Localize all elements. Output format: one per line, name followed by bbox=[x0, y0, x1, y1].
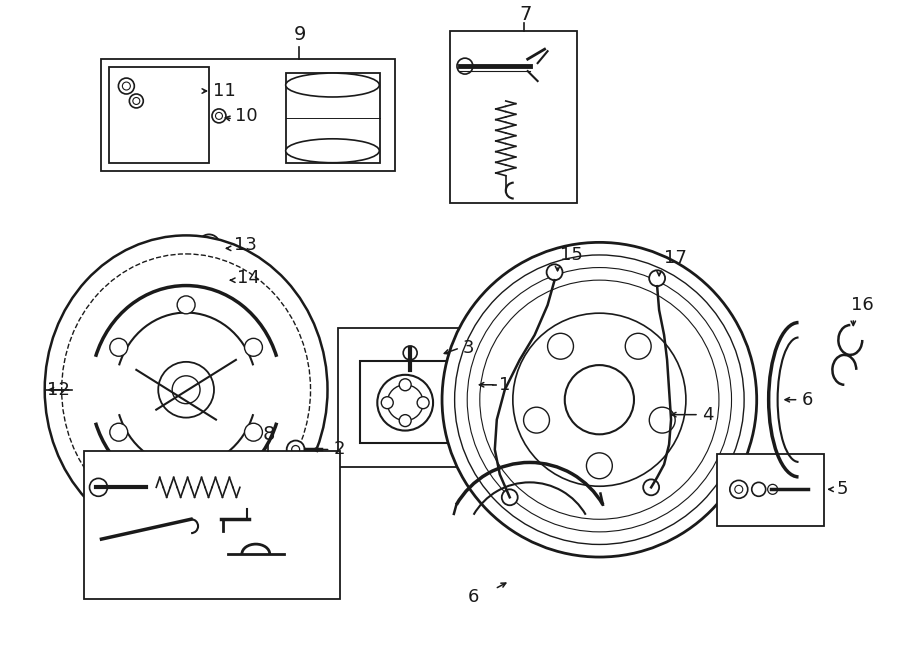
Text: 5: 5 bbox=[836, 481, 848, 498]
Circle shape bbox=[502, 489, 518, 505]
Text: 6: 6 bbox=[468, 588, 480, 606]
Text: 11: 11 bbox=[213, 82, 236, 100]
Circle shape bbox=[292, 446, 300, 453]
Text: 1: 1 bbox=[499, 375, 510, 394]
Circle shape bbox=[133, 97, 140, 104]
Circle shape bbox=[565, 365, 634, 434]
Text: 3: 3 bbox=[463, 339, 474, 357]
Circle shape bbox=[513, 313, 686, 486]
Circle shape bbox=[110, 338, 128, 356]
Ellipse shape bbox=[45, 235, 328, 544]
Circle shape bbox=[377, 375, 433, 430]
Text: 7: 7 bbox=[519, 5, 532, 24]
Circle shape bbox=[649, 407, 675, 433]
Circle shape bbox=[400, 379, 411, 391]
Text: 2: 2 bbox=[334, 440, 345, 459]
Bar bbox=[717, 455, 824, 526]
Circle shape bbox=[454, 255, 744, 545]
Circle shape bbox=[382, 397, 393, 408]
Circle shape bbox=[203, 265, 229, 291]
Circle shape bbox=[649, 270, 665, 286]
Circle shape bbox=[442, 243, 757, 557]
Text: 17: 17 bbox=[664, 249, 687, 267]
Circle shape bbox=[547, 333, 573, 359]
Text: 12: 12 bbox=[47, 381, 69, 399]
Text: 16: 16 bbox=[851, 296, 874, 314]
Text: 6: 6 bbox=[802, 391, 813, 408]
Circle shape bbox=[212, 109, 226, 123]
Circle shape bbox=[158, 362, 214, 418]
Circle shape bbox=[245, 423, 263, 441]
Text: 4: 4 bbox=[702, 406, 714, 424]
Circle shape bbox=[198, 235, 220, 256]
Circle shape bbox=[204, 241, 214, 251]
Bar bbox=[285, 73, 381, 163]
Circle shape bbox=[626, 333, 652, 359]
Circle shape bbox=[110, 423, 128, 441]
Text: 9: 9 bbox=[293, 24, 306, 44]
Circle shape bbox=[122, 82, 130, 90]
Circle shape bbox=[417, 397, 429, 408]
Text: 8: 8 bbox=[263, 425, 275, 444]
Circle shape bbox=[387, 385, 423, 420]
Circle shape bbox=[119, 78, 134, 94]
Bar bbox=[110, 67, 209, 163]
Circle shape bbox=[89, 479, 107, 496]
Circle shape bbox=[403, 346, 417, 360]
Circle shape bbox=[644, 479, 659, 495]
Circle shape bbox=[546, 264, 562, 280]
Circle shape bbox=[734, 485, 742, 493]
Circle shape bbox=[287, 440, 304, 459]
Circle shape bbox=[467, 268, 732, 532]
Circle shape bbox=[400, 414, 411, 426]
Circle shape bbox=[457, 58, 472, 74]
Circle shape bbox=[752, 483, 766, 496]
Circle shape bbox=[130, 94, 143, 108]
Ellipse shape bbox=[62, 254, 310, 525]
Circle shape bbox=[524, 407, 550, 433]
Circle shape bbox=[768, 485, 778, 494]
Circle shape bbox=[177, 466, 195, 484]
Ellipse shape bbox=[285, 139, 379, 163]
Text: 14: 14 bbox=[237, 269, 260, 288]
Circle shape bbox=[210, 272, 222, 284]
Bar bbox=[450, 31, 578, 202]
Circle shape bbox=[177, 296, 195, 314]
Circle shape bbox=[245, 338, 263, 356]
Circle shape bbox=[730, 481, 748, 498]
Bar bbox=[102, 59, 395, 171]
Bar bbox=[338, 328, 493, 467]
Circle shape bbox=[587, 453, 612, 479]
Ellipse shape bbox=[285, 73, 379, 97]
Circle shape bbox=[172, 376, 200, 404]
Bar bbox=[84, 451, 340, 599]
Text: 10: 10 bbox=[235, 107, 257, 125]
Circle shape bbox=[480, 280, 719, 520]
Text: 13: 13 bbox=[234, 237, 256, 254]
Bar bbox=[360, 361, 450, 442]
Text: 15: 15 bbox=[560, 247, 582, 264]
Circle shape bbox=[215, 112, 222, 120]
